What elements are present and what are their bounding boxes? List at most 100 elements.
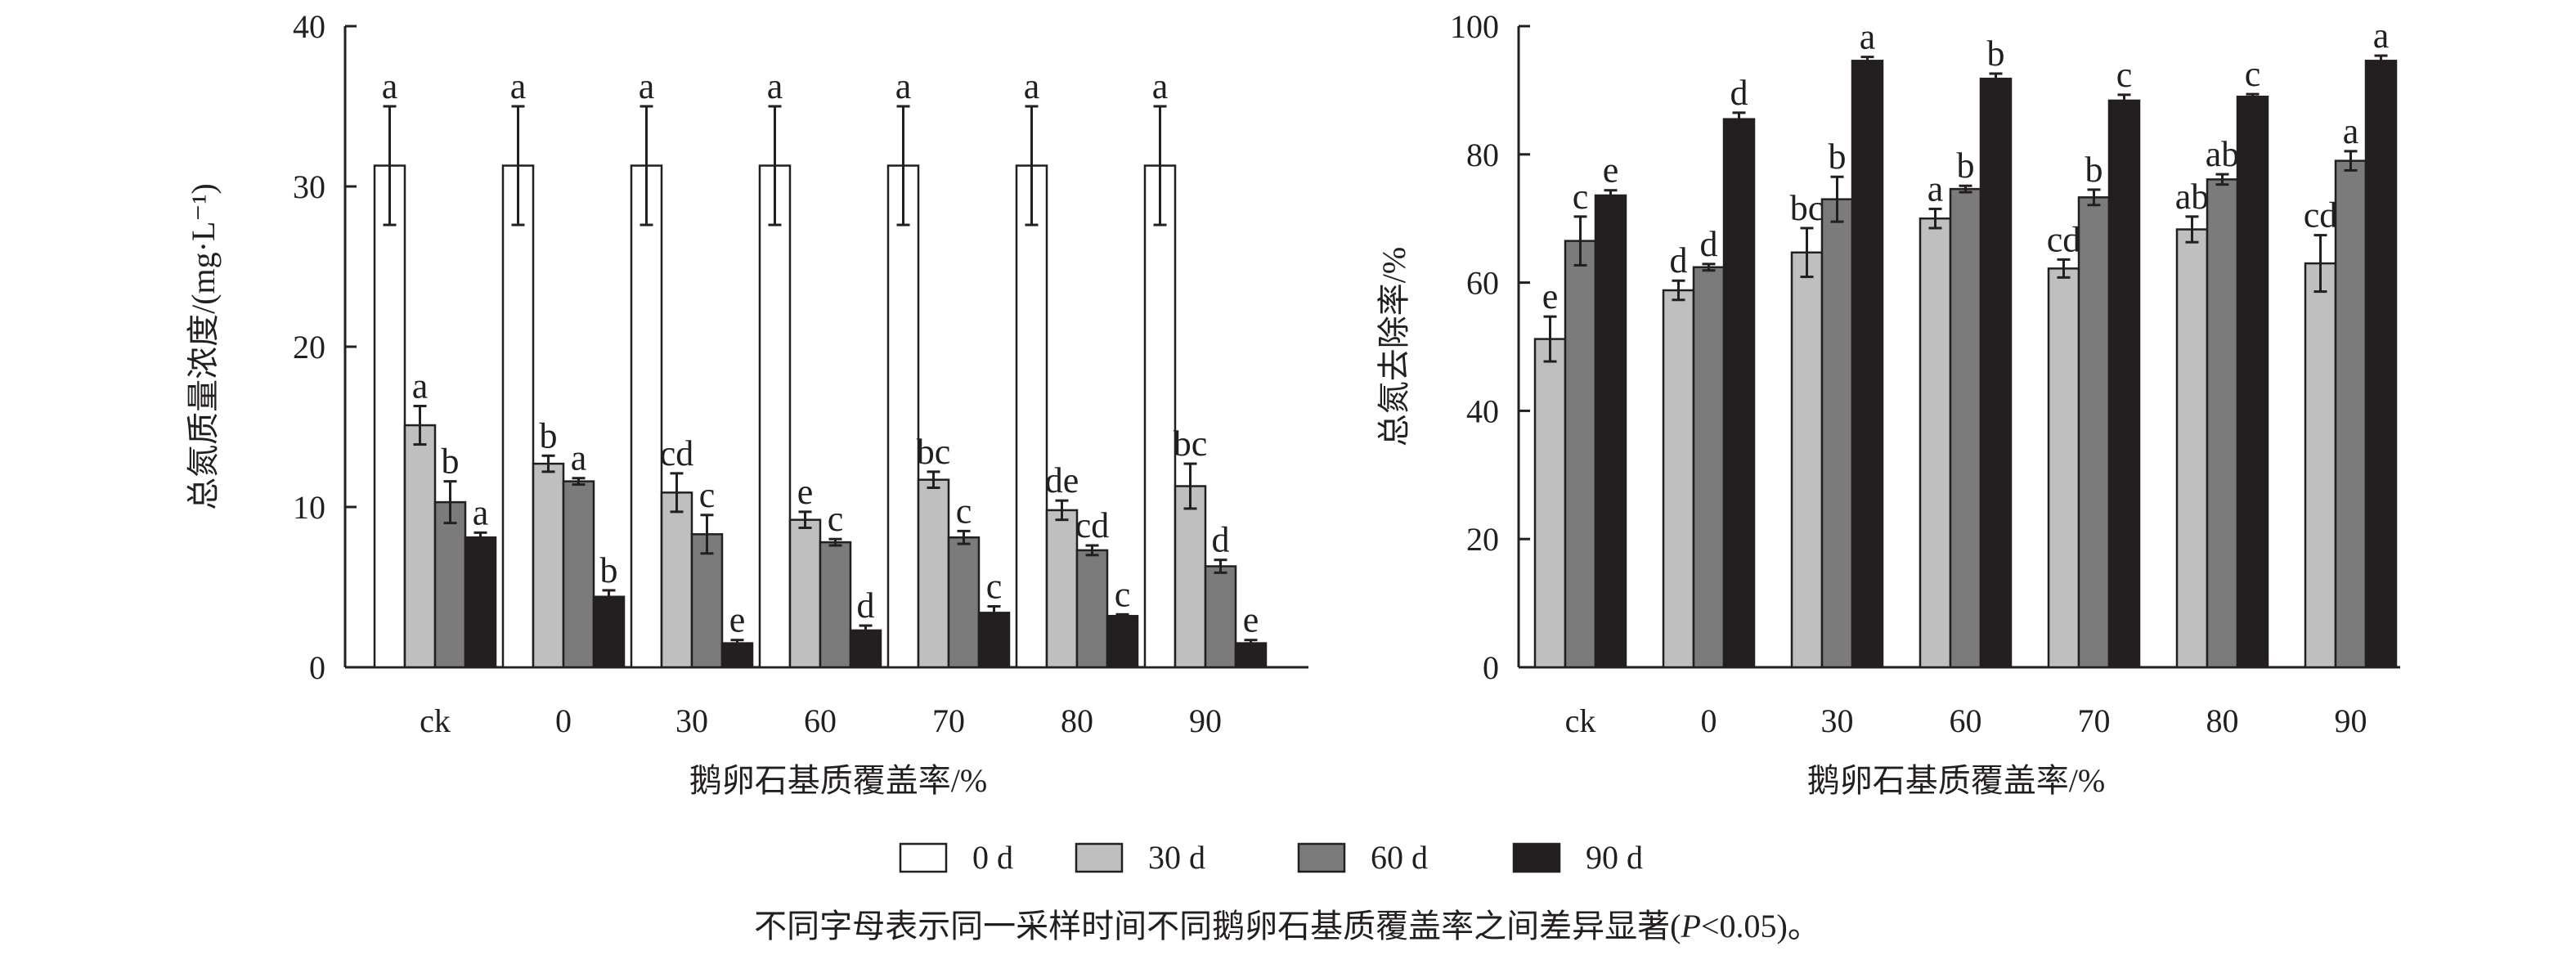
error-bar (828, 537, 842, 547)
bar-90d (1979, 78, 2013, 669)
x-tick-label: 30 (1821, 702, 1854, 739)
y-tick-label: 10 (293, 489, 325, 526)
y-tick-label: 20 (1466, 521, 1499, 558)
y-tick-label: 60 (1466, 265, 1499, 302)
x-axis-title: 鹅卵石基质覆盖率/% (689, 762, 987, 799)
significance-label: b (1957, 146, 1975, 186)
y-axis-title: 总氮去除率/% (1376, 247, 1412, 446)
bar-0d (501, 164, 535, 669)
error-bar (383, 105, 397, 227)
bar-90d (1106, 615, 1139, 669)
significance-label: ab (2175, 177, 2210, 217)
bar-30d (1662, 289, 1695, 669)
error-bar (1860, 56, 1874, 66)
error-bar (1830, 175, 1844, 223)
significance-label: bc (917, 432, 951, 472)
caption-post: <0.05)。 (1701, 908, 1820, 944)
y-tick-label: 100 (1450, 8, 1499, 45)
error-bar (511, 105, 525, 227)
significance-label: e (797, 472, 814, 512)
error-bar (987, 605, 1001, 621)
error-bar (2185, 215, 2199, 244)
bar-60d (2334, 159, 2367, 669)
error-bar (602, 589, 616, 605)
y-tick-label: 40 (1466, 393, 1499, 429)
x-tick-label: 0 (555, 702, 572, 739)
bar-30d (2047, 267, 2080, 669)
error-bar (1055, 499, 1069, 522)
bar-60d (433, 500, 467, 669)
y-tick-label: 40 (293, 8, 325, 45)
x-tick-label: 60 (804, 702, 837, 739)
legend: 0 d 30 d 60 d 90 d (899, 839, 1643, 876)
bar-60d (690, 533, 724, 669)
error-bar (2374, 54, 2388, 68)
error-bar (2087, 188, 2101, 207)
legend-swatch-30d (1075, 842, 1124, 873)
significance-label: ab (2206, 134, 2240, 174)
error-bar (1573, 215, 1587, 267)
bar-90d (2107, 99, 2141, 669)
significance-label: a (895, 66, 912, 106)
legend-label: 60 d (1371, 839, 1428, 876)
legend-label: 0 d (972, 839, 1013, 876)
significance-label: b (1829, 137, 1847, 177)
significance-label: d (1212, 520, 1230, 560)
y-axis-title: 总氮质量浓度/(mg·L⁻¹) (185, 183, 222, 510)
significance-label: d (857, 585, 875, 626)
bar-60d (947, 536, 981, 669)
error-bar (413, 405, 427, 446)
error-bar (1989, 72, 2003, 86)
significance-label: a (473, 492, 489, 532)
bar-30d (788, 518, 822, 669)
error-bar (443, 480, 457, 525)
significance-label: e (1603, 150, 1619, 191)
error-bar (670, 472, 684, 514)
bar-90d (2236, 95, 2269, 669)
bar-0d (886, 164, 920, 669)
bar-90d (1722, 118, 1756, 669)
error-bar (1959, 184, 1972, 194)
significance-label: c (956, 491, 972, 531)
error-bar (572, 477, 586, 487)
x-tick-label: 0 (1701, 702, 1717, 739)
significance-label: c (2116, 55, 2133, 95)
y-tick-label: 0 (1483, 649, 1499, 686)
significance-label: c (1115, 574, 1131, 614)
significance-label: a (767, 66, 783, 106)
x-axis-title: 鹅卵石基质覆盖率/% (1807, 762, 2105, 799)
bar-60d (1949, 187, 1982, 669)
bar-60d (1820, 198, 1854, 669)
significance-label: c (2245, 54, 2261, 94)
x-tick-label: 80 (2206, 702, 2239, 739)
error-bar (2313, 234, 2327, 294)
error-bar (1732, 111, 1746, 128)
significance-label: a (571, 438, 587, 478)
error-bar (798, 510, 812, 529)
significance-label: a (412, 366, 429, 406)
bar-30d (1174, 485, 1207, 669)
bar-60d (1075, 549, 1109, 669)
significance-label: a (1152, 66, 1169, 106)
x-tick-label: 80 (1061, 702, 1093, 739)
significance-label: b (600, 550, 618, 590)
bar-60d (819, 541, 852, 669)
significance-label: e (729, 600, 746, 640)
bar-30d (917, 478, 950, 669)
bar-30d (1045, 509, 1079, 669)
significance-label: cd (2047, 219, 2081, 259)
error-bar (700, 514, 714, 555)
error-bar (1672, 279, 1685, 302)
significance-label: d (1670, 240, 1688, 280)
bar-90d (1594, 194, 1627, 669)
significance-label: c (828, 499, 844, 539)
error-bar (1702, 262, 1716, 272)
significance-label: a (2373, 16, 2390, 56)
error-bar (1025, 105, 1039, 227)
bar-0d (373, 164, 406, 669)
bar-30d (403, 424, 437, 669)
error-bar (768, 105, 782, 227)
bar-90d (592, 595, 626, 669)
